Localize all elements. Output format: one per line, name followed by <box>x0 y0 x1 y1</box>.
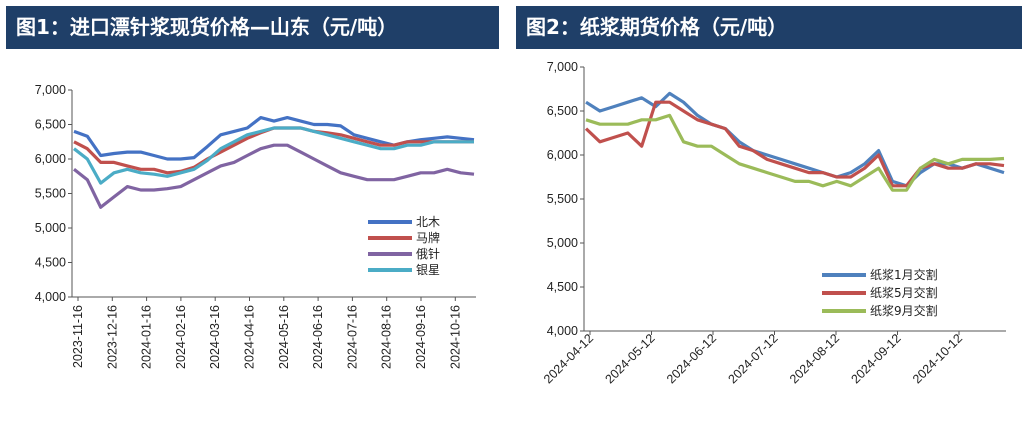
series-line-2 <box>73 126 474 175</box>
series-line-1 <box>585 91 1005 188</box>
chart-panel-1: 图1：进口漂针浆现货价格—山东（元/吨） 7,000 6,500 6,000 5,50… <box>0 0 506 423</box>
x-tick-label: 2024-09-12 <box>849 331 904 386</box>
x-tick-label: 2024-08-16 <box>380 305 394 369</box>
x-tick-label: 2024-02-16 <box>174 305 188 369</box>
x-tick-label: 2024-07-12 <box>726 331 781 386</box>
x-tick-label: 2024-05-16 <box>277 305 291 369</box>
legend-label-1: 北木 <box>416 215 440 229</box>
series-line-3 <box>585 113 1005 192</box>
x-tick-label: 2024-04-12 <box>541 331 596 386</box>
legend-label-2: 纸浆5月交割 <box>870 285 938 300</box>
x-tick-label: 2024-06-12 <box>664 331 719 386</box>
y-tick-label: 7,000 <box>547 60 578 74</box>
y-tick-label: 5,000 <box>547 236 578 250</box>
legend-label-2: 马牌 <box>416 231 440 245</box>
legend-label-4: 银星 <box>416 263 440 277</box>
series-line-2 <box>584 100 1005 188</box>
x-tick-label: 2024-01-16 <box>140 305 154 369</box>
y-tick-label: 4,500 <box>35 256 66 270</box>
x-tick-label: 2024-10-16 <box>448 305 462 369</box>
y-tick-label: 4,000 <box>547 324 578 338</box>
y-tick-label: 6,500 <box>35 118 66 132</box>
y-tick-label: 5,500 <box>547 192 578 206</box>
legend-label-1: 纸浆1月交割 <box>870 267 938 282</box>
y-tick-label: 6,000 <box>547 148 578 162</box>
chart-2-svg: 7,0006,5006,0005,5005,0004,5004,0002024-… <box>541 60 1006 386</box>
x-tick-label: 2024-10-12 <box>910 331 965 386</box>
chart-1-svg: 7,000 6,500 6,000 5,500 5,000 4,500 4,000 2023-… <box>35 83 476 369</box>
x-tick-label: 2024-09-16 <box>414 305 428 369</box>
chart-title-1: 图1：进口漂针浆现货价格—山东（元/吨） <box>6 6 499 49</box>
x-tick-label: 2024-05-12 <box>603 331 658 386</box>
y-tick-label: 5,500 <box>35 187 66 201</box>
legend-label-3: 俄针 <box>416 246 440 261</box>
y-tick-label: 5,000 <box>35 221 66 235</box>
x-tick-label: 2024-04-16 <box>243 305 257 369</box>
x-tick-label: 2024-08-12 <box>787 331 842 386</box>
series-line-1 <box>73 115 475 161</box>
y-tick-label: 6,000 <box>35 152 66 166</box>
x-tick-label: 2023-11-16 <box>71 305 85 368</box>
y-tick-label: 4,000 <box>35 290 66 304</box>
x-tick-label: 2023-12-16 <box>105 305 119 369</box>
chart-panel-2: 图2：纸浆期货价格（元/吨） 7,000 6,500 6,000 5,500 5,000… <box>516 0 1028 423</box>
series-line-3 <box>73 143 475 209</box>
series-line-4 <box>73 126 474 185</box>
legend-label-3: 纸浆9月交割 <box>870 303 938 318</box>
chart-title-2: 图2：纸浆期货价格（元/吨） <box>516 6 1022 49</box>
y-tick-label: 7,000 <box>35 83 66 97</box>
x-tick-label: 2024-03-16 <box>208 305 222 369</box>
y-tick-label: 6,500 <box>547 104 578 118</box>
x-tick-label: 2024-07-16 <box>345 305 359 369</box>
x-tick-label: 2024-06-16 <box>311 305 325 369</box>
y-tick-label: 4,500 <box>547 280 578 294</box>
